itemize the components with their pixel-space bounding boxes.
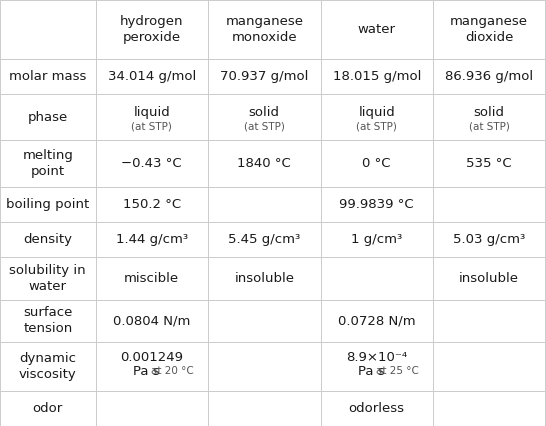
Text: manganese
monoxide: manganese monoxide xyxy=(225,15,303,44)
Text: −0.43 °C: −0.43 °C xyxy=(121,157,182,170)
Bar xyxy=(321,187,433,222)
Bar xyxy=(433,94,545,141)
Bar xyxy=(0,391,96,426)
Bar xyxy=(321,58,433,94)
Bar xyxy=(96,299,208,342)
Bar xyxy=(321,391,433,426)
Bar xyxy=(0,94,96,141)
Text: surface
tension: surface tension xyxy=(23,306,73,335)
Text: at 20 °C: at 20 °C xyxy=(151,366,193,376)
Text: 535 °C: 535 °C xyxy=(466,157,512,170)
Text: 86.936 g/mol: 86.936 g/mol xyxy=(445,69,533,83)
Text: hydrogen
peroxide: hydrogen peroxide xyxy=(120,15,183,44)
Text: 0 °C: 0 °C xyxy=(363,157,391,170)
Bar xyxy=(96,257,208,299)
Bar xyxy=(321,222,433,257)
Bar xyxy=(96,58,208,94)
Text: melting
point: melting point xyxy=(22,150,73,178)
Bar xyxy=(433,187,545,222)
Text: insoluble: insoluble xyxy=(234,272,294,285)
Bar xyxy=(0,342,96,391)
Bar xyxy=(96,141,208,187)
Text: (at STP): (at STP) xyxy=(357,121,397,131)
Text: manganese
dioxide: manganese dioxide xyxy=(450,15,528,44)
Text: Pa s: Pa s xyxy=(133,365,159,378)
Text: 1.44 g/cm³: 1.44 g/cm³ xyxy=(116,233,188,246)
Text: solid: solid xyxy=(474,106,505,119)
Text: 0.001249: 0.001249 xyxy=(120,351,183,364)
Bar xyxy=(208,0,321,58)
Bar xyxy=(0,141,96,187)
Text: at 25 °C: at 25 °C xyxy=(376,366,418,376)
Bar xyxy=(433,0,545,58)
Text: insoluble: insoluble xyxy=(459,272,519,285)
Bar xyxy=(96,391,208,426)
Bar xyxy=(0,257,96,299)
Text: (at STP): (at STP) xyxy=(469,121,509,131)
Text: 34.014 g/mol: 34.014 g/mol xyxy=(108,69,196,83)
Text: 5.03 g/cm³: 5.03 g/cm³ xyxy=(453,233,525,246)
Text: odor: odor xyxy=(33,402,63,415)
Bar xyxy=(208,257,321,299)
Bar xyxy=(96,342,208,391)
Bar xyxy=(208,187,321,222)
Bar xyxy=(321,342,433,391)
Text: 150.2 °C: 150.2 °C xyxy=(123,199,181,211)
Bar xyxy=(321,257,433,299)
Text: (at STP): (at STP) xyxy=(244,121,284,131)
Text: miscible: miscible xyxy=(124,272,179,285)
Bar xyxy=(433,58,545,94)
Bar xyxy=(208,94,321,141)
Text: density: density xyxy=(23,233,72,246)
Text: 99.9839 °C: 99.9839 °C xyxy=(340,199,414,211)
Text: water: water xyxy=(358,23,396,36)
Bar xyxy=(321,94,433,141)
Text: 8.9×10⁻⁴: 8.9×10⁻⁴ xyxy=(346,351,407,364)
Text: 0.0804 N/m: 0.0804 N/m xyxy=(113,314,191,327)
Text: liquid: liquid xyxy=(358,106,395,119)
Bar xyxy=(208,299,321,342)
Text: 1840 °C: 1840 °C xyxy=(238,157,291,170)
Text: 1 g/cm³: 1 g/cm³ xyxy=(351,233,402,246)
Text: dynamic
viscosity: dynamic viscosity xyxy=(19,352,76,381)
Bar xyxy=(0,187,96,222)
Bar xyxy=(208,58,321,94)
Text: 18.015 g/mol: 18.015 g/mol xyxy=(333,69,421,83)
Text: boiling point: boiling point xyxy=(6,199,90,211)
Bar xyxy=(433,299,545,342)
Bar xyxy=(433,257,545,299)
Text: solubility in
water: solubility in water xyxy=(9,264,86,293)
Bar xyxy=(433,222,545,257)
Bar xyxy=(433,342,545,391)
Bar xyxy=(433,141,545,187)
Text: liquid: liquid xyxy=(133,106,170,119)
Bar xyxy=(0,299,96,342)
Bar xyxy=(96,0,208,58)
Bar xyxy=(321,141,433,187)
Bar xyxy=(321,0,433,58)
Text: 0.0728 N/m: 0.0728 N/m xyxy=(338,314,416,327)
Text: (at STP): (at STP) xyxy=(132,121,172,131)
Text: molar mass: molar mass xyxy=(9,69,86,83)
Text: solid: solid xyxy=(249,106,280,119)
Text: Pa s: Pa s xyxy=(358,365,384,378)
Bar xyxy=(208,342,321,391)
Bar xyxy=(0,58,96,94)
Bar xyxy=(208,141,321,187)
Bar xyxy=(321,299,433,342)
Bar xyxy=(433,391,545,426)
Text: 5.45 g/cm³: 5.45 g/cm³ xyxy=(228,233,300,246)
Bar xyxy=(208,222,321,257)
Text: 70.937 g/mol: 70.937 g/mol xyxy=(220,69,308,83)
Bar xyxy=(96,222,208,257)
Bar xyxy=(0,222,96,257)
Bar xyxy=(96,187,208,222)
Text: odorless: odorless xyxy=(349,402,405,415)
Bar xyxy=(208,391,321,426)
Bar xyxy=(96,94,208,141)
Text: phase: phase xyxy=(28,110,68,124)
Bar xyxy=(0,0,96,58)
